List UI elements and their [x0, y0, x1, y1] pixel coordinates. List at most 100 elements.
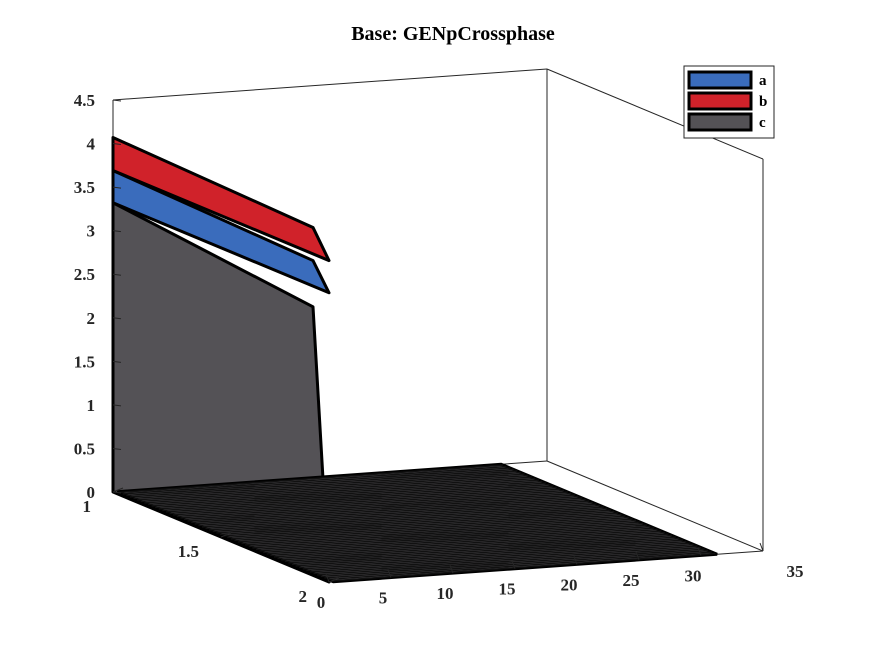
floor-stripe [252, 519, 637, 549]
legend: abc [683, 65, 775, 139]
legend-swatch-b [687, 91, 753, 111]
floor-stripe [266, 525, 651, 555]
floor-stripe [216, 504, 601, 534]
floor-stripe [126, 467, 511, 497]
floor-stripe [299, 539, 683, 569]
x-tick-mark [573, 556, 578, 565]
floor-stripe [309, 543, 694, 573]
x-tick-label: 25 [623, 571, 640, 590]
floor-stripe [162, 482, 547, 512]
floor-stripe [144, 474, 529, 504]
z-tick-mark [112, 447, 122, 450]
z-tick-mark [112, 273, 122, 276]
legend-label-b: b [759, 94, 767, 110]
floor-stripe [173, 486, 557, 516]
z-tick-mark [112, 99, 122, 102]
z-tick-label: 4.5 [74, 91, 95, 110]
floor-stripe [194, 495, 579, 525]
floor-stripe [277, 530, 662, 560]
axis-ticks: 0 0.5 1 1.5 2 2.5 3 3.5 4 4.5 0 5 10 15 20 25 30 35 1 1.5 2 [74, 91, 804, 612]
z-tick-mark [112, 317, 122, 320]
floor-stripe [183, 491, 568, 521]
floor-stripe [180, 489, 565, 519]
floor-stripe [241, 515, 626, 545]
floor-stripe [151, 477, 536, 507]
floor-stripe [209, 501, 593, 531]
floor-stripe [313, 545, 698, 575]
x-tick-label: 35 [787, 562, 804, 581]
floor-stripe [223, 507, 608, 537]
depth-tick-label: 1 [83, 497, 92, 516]
floor-stripe [129, 468, 514, 498]
x-tick-label: 20 [561, 575, 578, 594]
legend-swatch-a [687, 70, 753, 90]
right-bottom-edge [546, 460, 764, 552]
z-tick-label: 1.5 [74, 352, 95, 371]
floor-stripe [119, 464, 503, 494]
z-tick-label: 0 [87, 483, 96, 502]
floor-stripe [155, 479, 539, 509]
floor-stripe [176, 488, 561, 518]
floor-stripes [116, 462, 718, 584]
floor-stripe [317, 546, 701, 576]
floor-stripe [237, 513, 622, 543]
z-tick-label: 0.5 [74, 439, 95, 458]
floor-stripe [295, 537, 680, 567]
x-tick-mark [759, 542, 764, 552]
floor-stripe [248, 518, 633, 548]
legend-label-a: a [759, 73, 767, 89]
depth-tick-mark [220, 532, 232, 538]
back-top-edge [112, 68, 548, 101]
x-tick-mark [387, 569, 392, 578]
floor-stripe [324, 549, 709, 579]
x-tick-label: 30 [685, 566, 702, 585]
floor-stripe [288, 534, 673, 564]
area-surface-a [111, 169, 331, 295]
floor-stripe [133, 470, 518, 500]
floor-stripe [191, 494, 575, 524]
floor-stripe [169, 485, 554, 515]
floor-stripe [158, 480, 543, 510]
floor-stripe [234, 512, 619, 542]
floor-stripe [230, 510, 615, 540]
z-tick-mark [112, 230, 122, 233]
floor-stripe [201, 498, 586, 528]
x-tick-mark [511, 560, 516, 569]
z-tick-label: 3 [87, 222, 96, 241]
z-tick-label: 3.5 [74, 178, 95, 197]
floor-stripe [137, 471, 521, 501]
z-tick-mark [112, 360, 122, 363]
floor-stripe [306, 542, 691, 572]
x-tick-mark [635, 551, 640, 561]
chart-title: Base: GENpCrossphase [351, 23, 555, 45]
x-tick-label: 10 [437, 584, 454, 603]
floor-stripe [331, 552, 716, 582]
z-tick-label: 2 [87, 309, 96, 328]
z-tick-mark [112, 186, 122, 189]
z-tick-label: 4 [87, 135, 96, 154]
depth-tick-mark [328, 577, 340, 583]
x-tick-label: 0 [317, 593, 326, 612]
floor-stripe [281, 531, 665, 561]
floor-stripe [165, 483, 550, 513]
x-tick-label: 5 [379, 589, 388, 608]
z-tick-mark [112, 404, 122, 407]
floor-stripe [273, 528, 658, 558]
legend-swatch-c [687, 112, 753, 132]
z-tick-label: 2.5 [74, 265, 95, 284]
floor-stripe [147, 476, 532, 506]
z-tick-mark [112, 491, 122, 494]
floor-stripe [227, 509, 611, 539]
floor-stripe [205, 500, 590, 530]
floor-stripe [284, 533, 669, 563]
depth-tick-label: 2 [299, 587, 308, 606]
floor-stripe [270, 527, 655, 557]
floor-stripe [219, 506, 604, 536]
x-tick-label: 15 [499, 580, 516, 599]
x-tick-mark [697, 547, 702, 556]
z-tick-mark [112, 143, 122, 146]
right-top-edge [546, 68, 764, 160]
z-tick-label: 1 [87, 396, 96, 415]
floor-stripe [259, 522, 644, 552]
